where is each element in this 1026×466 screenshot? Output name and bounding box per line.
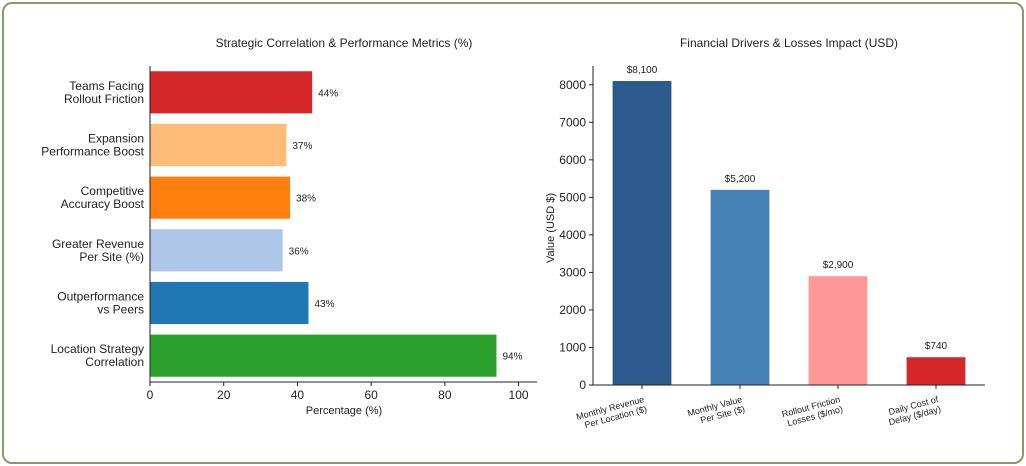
left-bar-label-3: 36% <box>289 246 309 257</box>
right-bar-label-0: $8,100 <box>627 65 658 76</box>
right-bar-3 <box>906 357 966 385</box>
right-bar-2 <box>808 276 868 385</box>
right-chart: Financial Drivers & Losses Impact (USD) … <box>545 36 985 430</box>
left-bar-label-2: 38% <box>296 194 316 205</box>
left-bar-label-0: 44% <box>318 88 338 99</box>
left-x-tick-label-5: 100 <box>509 388 529 402</box>
right-y-tick-label-5: 5000 <box>559 190 586 204</box>
right-y-tick-label-8: 8000 <box>559 78 586 92</box>
left-bar-3 <box>150 229 283 272</box>
right-bar-1 <box>710 189 770 385</box>
left-x-tick-label-3: 60 <box>364 388 378 402</box>
left-category-label-4-1: vs Peers <box>97 303 144 317</box>
left-category-label-4-0: Outperformance <box>57 290 144 304</box>
left-category-label-3-0: Greater Revenue <box>52 237 144 251</box>
left-x-tick-label-4: 80 <box>438 388 452 402</box>
left-x-tick-label-0: 0 <box>147 388 154 402</box>
right-y-tick-label-6: 6000 <box>559 153 586 167</box>
left-category-label-5-1: Correlation <box>85 355 144 369</box>
left-bar-label-1: 37% <box>292 141 312 152</box>
right-bar-label-3: $740 <box>925 341 948 352</box>
left-bar-1 <box>150 123 287 167</box>
right-y-tick-label-2: 2000 <box>559 303 586 317</box>
left-category-label-0-1: Rollout Friction <box>64 92 144 106</box>
right-y-tick-label-0: 0 <box>579 378 586 392</box>
right-y-tick-label-1: 1000 <box>559 340 586 354</box>
left-bar-label-4: 43% <box>314 299 334 310</box>
left-category-label-0-0: Teams Facing <box>69 79 144 93</box>
right-y-tick-label-3: 3000 <box>559 265 586 279</box>
right-y-axis-label: Value (USD $) <box>545 193 557 263</box>
right-bar-label-2: $2,900 <box>823 260 854 271</box>
right-chart-title: Financial Drivers & Losses Impact (USD) <box>680 36 898 50</box>
left-category-label-2-0: Competitive <box>81 184 145 198</box>
right-bar-0 <box>612 81 672 385</box>
right-y-tick-label-7: 7000 <box>559 115 586 129</box>
left-bar-label-5: 94% <box>502 352 522 363</box>
left-x-tick-label-1: 20 <box>217 388 231 402</box>
left-category-label-2-1: Accuracy Boost <box>61 197 145 211</box>
left-bar-4 <box>150 281 309 325</box>
left-category-label-5-0: Location Strategy <box>51 342 144 356</box>
left-x-tick-label-2: 40 <box>291 388 305 402</box>
right-y-tick-label-4: 4000 <box>559 228 586 242</box>
left-chart: Strategic Correlation & Performance Metr… <box>41 36 537 417</box>
left-bar-5 <box>150 334 497 377</box>
left-bar-2 <box>150 176 291 219</box>
left-category-label-1-0: Expansion <box>88 132 144 146</box>
left-category-label-1-1: Performance Boost <box>41 145 144 159</box>
left-chart-title: Strategic Correlation & Performance Metr… <box>216 36 473 50</box>
left-bar-0 <box>150 71 313 114</box>
right-bar-label-1: $5,200 <box>725 174 756 185</box>
left-category-label-3-1: Per Site (%) <box>79 250 144 264</box>
left-x-axis-label: Percentage (%) <box>306 405 382 417</box>
